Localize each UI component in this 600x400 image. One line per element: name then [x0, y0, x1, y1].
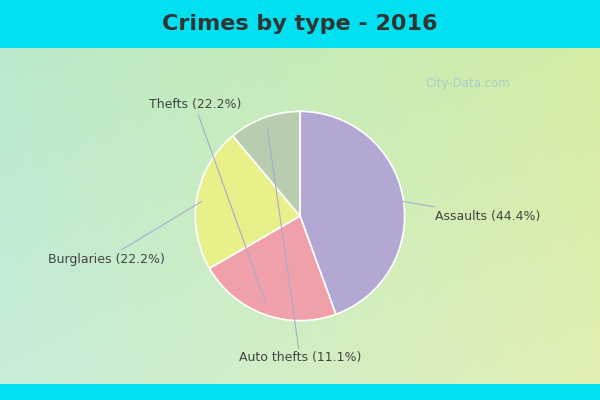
Wedge shape: [209, 216, 336, 321]
Text: Crimes by type - 2016: Crimes by type - 2016: [162, 14, 438, 34]
Wedge shape: [196, 136, 300, 268]
Wedge shape: [300, 111, 404, 314]
Text: City-Data.com: City-Data.com: [425, 78, 511, 90]
Text: Burglaries (22.2%): Burglaries (22.2%): [48, 202, 202, 266]
Text: Thefts (22.2%): Thefts (22.2%): [149, 98, 266, 302]
Text: Assaults (44.4%): Assaults (44.4%): [397, 200, 541, 222]
Wedge shape: [233, 111, 300, 216]
Text: Auto thefts (11.1%): Auto thefts (11.1%): [239, 130, 361, 364]
